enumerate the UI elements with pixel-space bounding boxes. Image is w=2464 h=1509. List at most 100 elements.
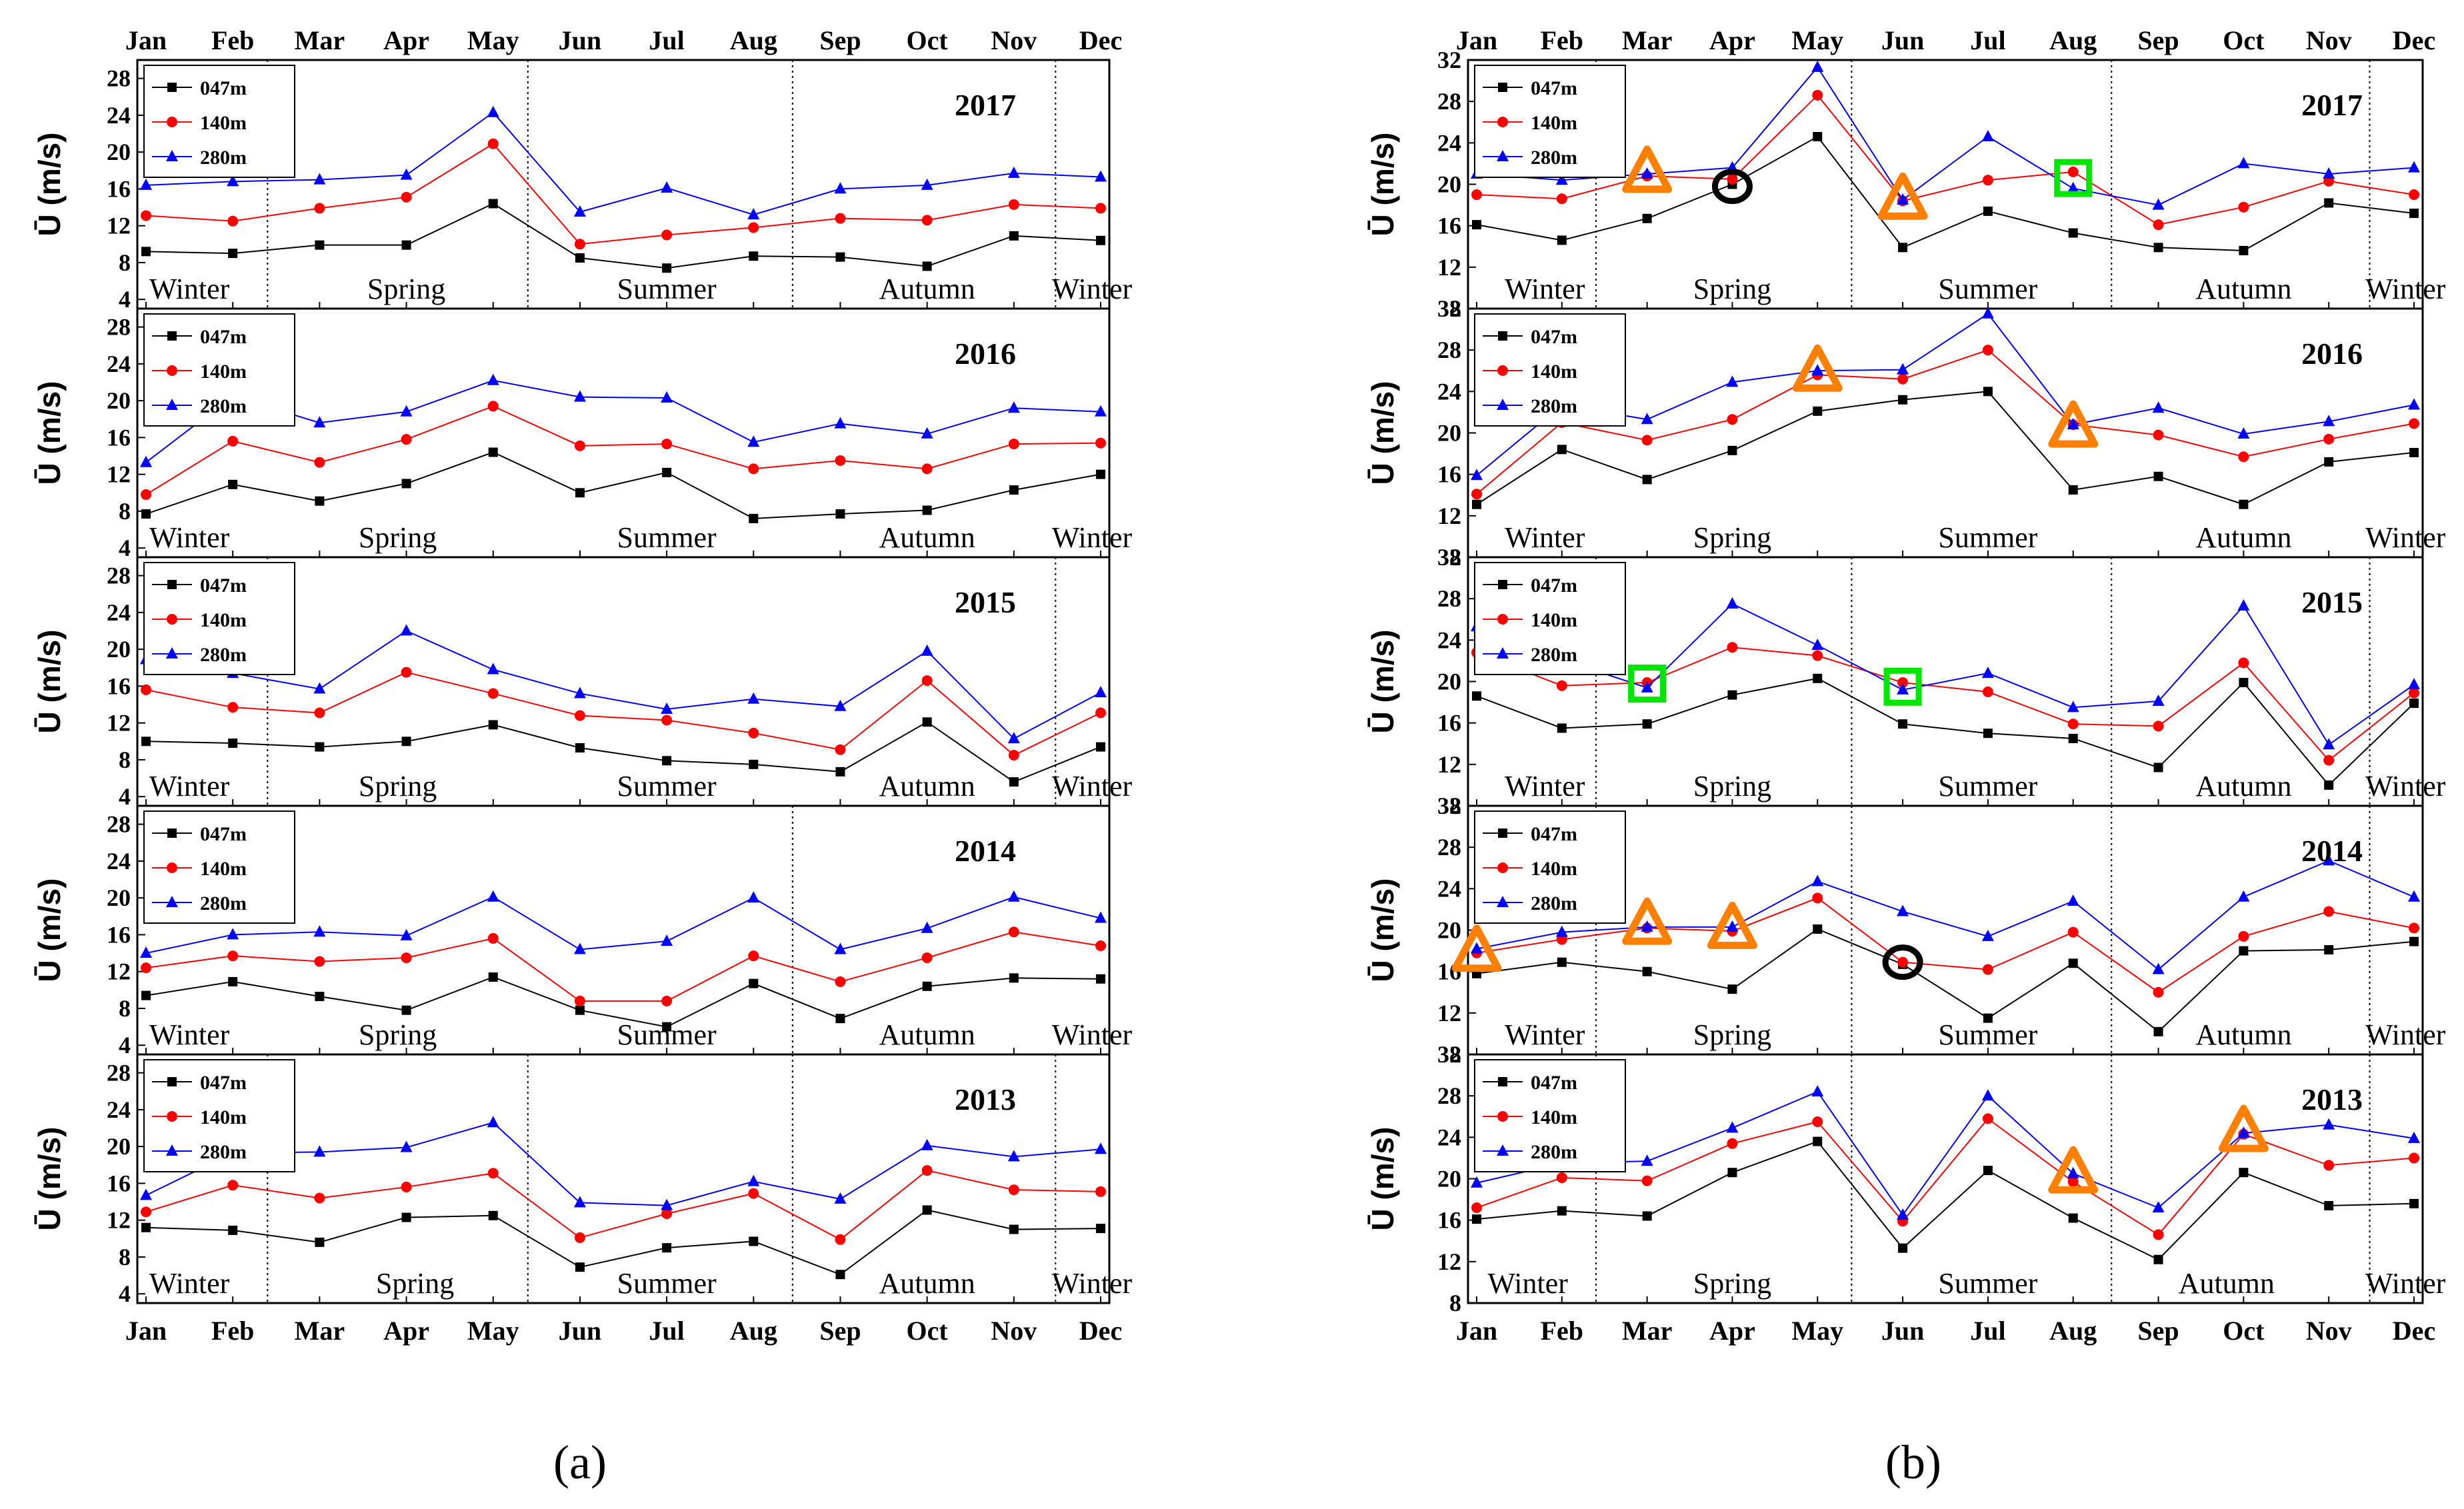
a-top-month-Nov: Nov	[991, 25, 1037, 55]
series-line-047m	[145, 721, 1101, 783]
legend-label-140m: 140m	[1531, 858, 1577, 880]
point-140m-Sep	[835, 213, 846, 224]
point-047m-May	[488, 720, 498, 730]
point-280m-Oct	[921, 427, 933, 439]
point-140m-Nov	[2323, 433, 2335, 445]
point-280m-Sep	[2152, 695, 2165, 707]
point-280m-May	[1811, 1084, 1824, 1096]
b-top-month-Sep: Sep	[2137, 25, 2179, 55]
y-axis-label: Ū (m/s)	[1365, 133, 1400, 237]
point-280m-Jul	[661, 1198, 673, 1210]
point-047m-Aug	[2068, 1213, 2078, 1223]
season-label-autumn: Autumn	[2195, 521, 2291, 554]
point-047m-Dec	[2409, 699, 2419, 709]
b-top-month-May: May	[1791, 25, 1843, 55]
point-047m-Feb	[228, 739, 238, 749]
point-280m-Dec	[1095, 170, 1107, 182]
season-label-summer: Summer	[1938, 521, 2037, 554]
point-140m-Jan	[1471, 1202, 1482, 1214]
legend-marker-140m	[1497, 1111, 1508, 1122]
point-047m-Feb	[1557, 1206, 1567, 1216]
point-047m-Jan	[141, 509, 151, 519]
point-280m-Apr	[400, 1140, 413, 1152]
y-tick-label: 16	[1437, 213, 1461, 239]
point-047m-Nov	[2324, 198, 2334, 208]
point-140m-Mar	[314, 956, 325, 967]
y-tick-label: 8	[1449, 1290, 1461, 1316]
chart-b: Jan Jan Feb Feb Mar Mar Apr Apr May May Jun Jun Jul J…	[1365, 25, 2446, 1346]
b-bottom-month-Mar: Mar	[1622, 1316, 1673, 1346]
legend-marker-047m	[1498, 828, 1507, 838]
point-280m-Sep	[2152, 198, 2165, 210]
y-tick-label: 8	[119, 249, 131, 276]
point-047m-Apr	[1727, 445, 1737, 455]
point-140m-Feb	[227, 215, 239, 227]
point-280m-Oct	[921, 921, 933, 933]
point-047m-May	[1813, 924, 1823, 934]
point-047m-Jan	[141, 247, 151, 257]
point-140m-Dec	[2409, 922, 2419, 934]
point-047m-May	[488, 199, 498, 209]
legend-label-140m: 140m	[200, 361, 247, 383]
point-047m-Mar	[315, 496, 325, 506]
point-047m-Oct	[2239, 1168, 2249, 1178]
legend-label-280m: 280m	[200, 892, 247, 914]
point-140m-May	[1812, 892, 1823, 904]
point-047m-Oct	[922, 505, 932, 515]
point-280m-Feb	[227, 175, 239, 187]
point-140m-Dec	[1095, 940, 1106, 951]
series-line-047m	[1476, 1140, 2415, 1260]
y-tick-label: 20	[1437, 171, 1461, 198]
legend-marker-140m	[167, 614, 177, 625]
legend-label-280m: 280m	[200, 1141, 247, 1163]
a-panel-2014: 4 8 12 16 20 24 28 Ū (m/s) 047m 140m 280m 2014 Winte…	[32, 804, 1133, 1058]
a-panel-2016: 4 8 12 16 20 24 28 Ū (m/s) 047m 140m 280m 2016 Winte…	[32, 307, 1133, 561]
y-tick-label: 20	[1437, 1166, 1461, 1192]
point-280m-Aug	[2067, 701, 2079, 713]
b-top-month-Mar: Mar	[1622, 25, 1673, 55]
b-bottom-month-Sep: Sep	[2137, 1316, 2179, 1346]
point-140m-Jan	[1471, 189, 1482, 201]
season-label-autumn: Autumn	[2195, 770, 2291, 802]
season-label-autumn: Autumn	[2179, 1267, 2275, 1300]
point-280m-Aug	[747, 208, 760, 220]
point-280m-Nov	[1007, 1150, 1020, 1162]
legend-label-047m: 047m	[200, 575, 247, 597]
annotation-triangle	[1451, 924, 1502, 972]
season-label-summer: Summer	[617, 273, 717, 305]
point-047m-Apr	[1727, 984, 1737, 994]
point-140m-Apr	[401, 434, 412, 445]
a-bottom-month-Mar: Mar	[295, 1316, 345, 1346]
season-label-winter: Winter	[2365, 521, 2446, 554]
year-label: 2013	[2301, 1082, 2363, 1116]
point-140m-Sep	[2153, 1229, 2164, 1240]
legend-marker-140m	[1497, 365, 1508, 376]
point-047m-Jan	[1472, 220, 1481, 230]
point-280m-Aug	[747, 692, 760, 704]
legend-label-047m: 047m	[1531, 1072, 1577, 1094]
point-140m-Nov	[1008, 439, 1019, 450]
series-line-047m	[145, 451, 1101, 519]
point-140m-Oct	[2238, 201, 2249, 213]
legend-label-047m: 047m	[200, 326, 247, 348]
point-280m-Sep	[2152, 1201, 2165, 1213]
point-280m-Nov	[2323, 738, 2335, 750]
annotation-triangle	[1877, 172, 1928, 220]
series-line-140m	[145, 405, 1101, 495]
annotation-triangle	[2048, 1146, 2099, 1194]
point-140m-Mar	[314, 707, 325, 719]
point-047m-Dec	[2409, 209, 2419, 219]
series-line-280m	[145, 111, 1101, 216]
point-047m-Mar	[1642, 213, 1652, 223]
point-047m-Apr	[401, 1005, 411, 1015]
y-tick-label: 28	[1437, 88, 1461, 115]
series-line-140m	[145, 143, 1101, 245]
annotation-square	[2054, 159, 2093, 197]
point-280m-Jun	[1897, 193, 1909, 205]
point-047m-Oct	[922, 981, 932, 991]
point-280m-Sep	[834, 417, 847, 429]
season-label-winter: Winter	[2365, 273, 2446, 305]
point-280m-Oct	[2237, 599, 2250, 611]
b-top-month-Aug: Aug	[2049, 25, 2097, 55]
